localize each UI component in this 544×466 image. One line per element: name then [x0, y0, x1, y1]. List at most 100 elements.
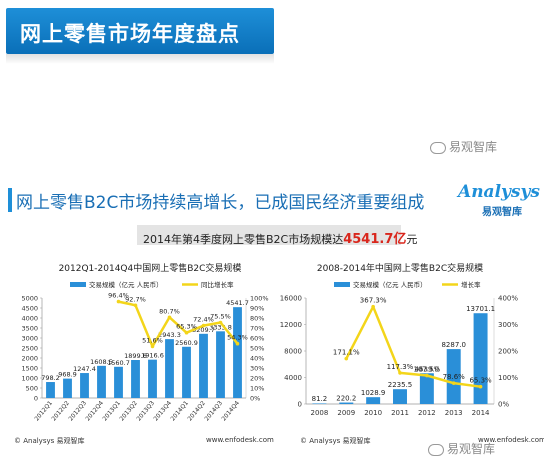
chart2-growth-label: 78.6%	[443, 373, 466, 381]
chart1-growth-label: 51.6%	[142, 336, 163, 344]
chart2-category-label: 2011	[391, 409, 409, 417]
chart1-ytick-label: 0	[34, 395, 38, 403]
chart1-y2tick-label: 90%	[250, 305, 264, 313]
chart1-growth-point	[167, 315, 172, 320]
chart2-legend-bar-label: 交易规模（亿元 人民币）	[353, 280, 427, 289]
chart1-bar	[63, 378, 72, 398]
chart1-legend-line-label: 同比增长率	[201, 280, 234, 289]
chart2-ytick-label: 16000	[280, 295, 302, 303]
chart1-growth-point	[184, 330, 189, 335]
chart1-y2tick-label: 30%	[250, 365, 264, 373]
chart1-bar-label: 798.2	[41, 374, 60, 382]
chart2-legend-bar-swatch	[334, 282, 350, 287]
chart2-growth-label: 65.3%	[469, 377, 492, 385]
chart2-category-label: 2008	[311, 409, 329, 417]
chart1-bar-label: 1608.5	[90, 358, 113, 366]
chart2-bar	[446, 349, 461, 404]
chart1-category-label: 2014Q4	[220, 400, 241, 423]
chart2-y2tick-label: 300%	[498, 321, 518, 329]
chart1-growth-point	[116, 299, 121, 304]
chart1-ytick-label: 2000	[21, 355, 38, 363]
chart1-bar-label: 1899.6	[124, 352, 147, 360]
chart2-title: 2008-2014年中国网上零售B2C交易规模	[317, 262, 483, 274]
chart1-bar	[114, 366, 123, 398]
chart2-growth-point	[451, 381, 456, 385]
chart1-title: 2012Q1-2014Q4中国网上零售B2C交易规模	[59, 262, 242, 274]
callout-suffix: 元	[406, 233, 418, 246]
chart1-bar	[199, 333, 208, 398]
chart1-growth-point	[235, 341, 240, 346]
wechat-icon	[428, 443, 444, 456]
banner-shadow	[6, 54, 274, 64]
chart2-bar	[339, 402, 354, 404]
chart2-ytick-label: 8000	[284, 348, 302, 356]
chart2-ytick-label: 0	[298, 401, 302, 409]
chart1-bar	[182, 346, 191, 398]
chart2-bar-label: 4639.0	[415, 365, 440, 373]
chart1-y2tick-label: 80%	[250, 315, 264, 323]
chart1-growth-line	[118, 300, 239, 348]
chart1-growth-label: 92.7%	[125, 295, 146, 303]
chart2-growth-label: 171.1%	[333, 349, 360, 357]
chart2-category-label: 2009	[337, 409, 355, 417]
banner-title: 网上零售市场年度盘点	[20, 22, 240, 46]
chart1-bar	[233, 307, 242, 398]
chart2-category-label: 2014	[472, 409, 490, 417]
chart1-legend-bar-swatch	[70, 282, 86, 287]
chart1-ytick-label: 4000	[21, 315, 38, 323]
callout-text: 2014年第4季度网上零售B2C市场规模达4541.7亿元	[143, 228, 417, 247]
chart1-bar	[80, 373, 89, 398]
chart1-bar-label: 968.9	[58, 371, 77, 379]
chart2-bar	[473, 313, 488, 404]
chart2-bar	[393, 389, 407, 404]
wechat-icon	[430, 141, 446, 154]
chart1-growth-point	[150, 344, 155, 349]
chart2-growth-label: 107.5%	[414, 366, 441, 374]
chart1-growth-label: 72.4%	[193, 316, 214, 324]
chart2-growth-label: 117.3%	[387, 363, 414, 371]
chart1-footer-right: www.enfodesk.com	[206, 436, 274, 444]
chart2-growth-label: 367.3%	[360, 297, 387, 305]
chart1-bar	[97, 365, 106, 398]
chart1-bar	[46, 382, 55, 398]
chart1-y2tick-label: 40%	[250, 355, 264, 363]
chart2-y2tick-label: 0%	[498, 401, 509, 409]
chart1-y2tick-label: 0%	[250, 395, 260, 403]
chart2-bar-label: 1028.9	[361, 389, 386, 397]
chart1-ytick-label: 3000	[21, 335, 38, 343]
chart1-ytick-label: 1500	[21, 365, 38, 373]
callout-box: 2014年第4季度网上零售B2C市场规模达4541.7亿元	[137, 225, 417, 247]
chart1-y2tick-label: 20%	[250, 375, 264, 383]
chart2-footer-right: www.enfodesk.com	[478, 436, 544, 444]
chart1-bar-label: 2943.3	[158, 331, 181, 339]
chart1-bar	[165, 339, 174, 398]
chart2-ytick-label: 12000	[280, 321, 302, 329]
chart2-ytick-label: 4000	[284, 374, 302, 382]
watermark-bottom: 易观智库	[428, 440, 495, 457]
chart1-y2tick-label: 100%	[250, 295, 269, 303]
chart1-growth-point	[201, 323, 206, 328]
chart1-growth-label: 75.5%	[210, 313, 231, 321]
watermark-top: 易观智库	[430, 138, 497, 155]
headline-accent	[8, 188, 12, 212]
chart1-growth-label: 54.3%	[227, 334, 248, 342]
chart2-growth-point	[344, 356, 349, 361]
chart1-ytick-label: 2500	[21, 345, 38, 353]
chart2-category-label: 2010	[364, 409, 382, 417]
headline: 网上零售B2C市场持续高增长，已成国民经济重要组成	[16, 193, 425, 213]
chart2-bar-label: 2235.5	[388, 381, 413, 389]
chart1-legend-bar-label: 交易规模（亿元 人民币）	[89, 280, 163, 289]
chart1-bar-label: 4541.7	[226, 299, 249, 307]
chart1-growth-point	[218, 320, 223, 325]
chart1-y2tick-label: 50%	[250, 345, 264, 353]
chart1-growth-label: 65.3%	[176, 323, 197, 331]
chart2-category-label: 2013	[445, 409, 463, 417]
chart2-bar-label: 81.2	[312, 395, 328, 403]
chart2-growth-point	[478, 384, 483, 389]
chart2-bar	[366, 397, 381, 404]
chart2-growth-line	[345, 305, 481, 388]
chart1-ytick-label: 5000	[21, 295, 38, 303]
chart1-bar	[148, 359, 157, 398]
chart1-growth-label: 96.4%	[108, 292, 129, 300]
chart1-y2tick-label: 10%	[250, 385, 264, 393]
